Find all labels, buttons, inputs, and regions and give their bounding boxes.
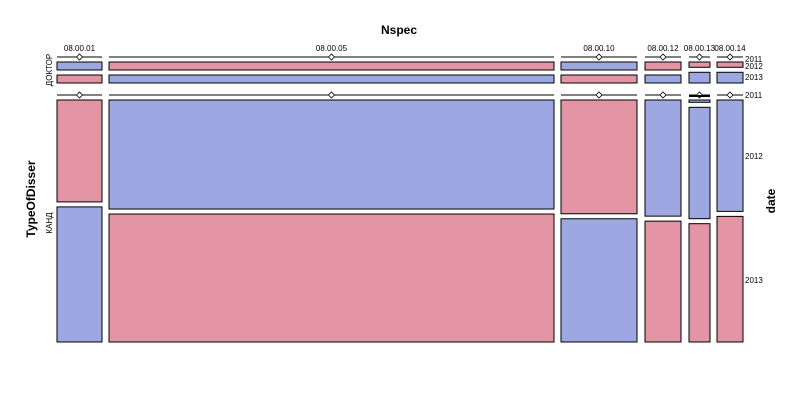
doctor-tile-08.00.12-2013 xyxy=(644,74,682,84)
doctor-tile-08.00.13-2012 xyxy=(688,61,711,68)
doctor-tile-08.00.10-2012 xyxy=(560,61,638,71)
kand-diamond-marker xyxy=(327,91,336,99)
category-label-08.00.10: 08.00.10 xyxy=(583,44,615,53)
kand-tile-08.00.05-2013 xyxy=(108,213,555,343)
doctor-tile-08.00.14-2013 xyxy=(716,71,744,84)
kand-tile-08.00.05-2012 xyxy=(108,99,555,210)
kand-tile-08.00.14-2013 xyxy=(716,215,744,343)
kand-tile-08.00.13-2012 xyxy=(688,106,711,220)
category-label-08.00.12: 08.00.12 xyxy=(647,44,679,53)
row-variable-label: TypeOfDisser xyxy=(24,160,38,237)
doctor-diamond-marker xyxy=(75,53,84,61)
row-label-kand: КАНД xyxy=(45,212,54,234)
kand-diamond-marker xyxy=(659,91,667,99)
doctor-diamond-marker xyxy=(695,53,704,61)
date-label-kand-2012: 2012 xyxy=(745,152,763,161)
date-label-kand-2011: 2011 xyxy=(745,91,763,100)
doctor-tile-08.00.13-2013 xyxy=(688,71,711,84)
kand-diamond-marker xyxy=(726,91,734,99)
shade-variable-label: date xyxy=(764,188,778,213)
category-label-08.00.14: 08.00.14 xyxy=(714,44,746,53)
kand-tile-08.00.12-2012 xyxy=(644,99,682,217)
category-label-08.00.01: 08.00.01 xyxy=(64,44,96,53)
date-label-doctor-2013: 2013 xyxy=(745,73,763,82)
mosaic-marks: 08.00.01 08.00.05 08.00.10 08.00.12 08.00.13… xyxy=(56,44,763,343)
category-label-08.00.05: 08.00.05 xyxy=(316,44,348,53)
kand-tile-08.00.10-2013 xyxy=(560,218,638,343)
doctor-tile-08.00.10-2013 xyxy=(560,74,638,84)
doctor-tile-08.00.01-2012 xyxy=(56,61,103,71)
doctor-tile-08.00.12-2012 xyxy=(644,61,682,71)
date-label-kand-2013: 2013 xyxy=(745,276,763,285)
date-label-doctor-2011: 2011 xyxy=(745,55,763,64)
kand-tile-08.00.01-2013 xyxy=(56,206,103,343)
category-label-08.00.13: 08.00.13 xyxy=(684,44,716,53)
doctor-tile-08.00.05-2012 xyxy=(108,61,555,71)
kand-tile-08.00.13-2011 xyxy=(688,99,711,103)
doctor-diamond-marker xyxy=(659,53,667,61)
doctor-diamond-marker xyxy=(327,53,336,61)
kand-tile-08.00.10-2012 xyxy=(560,99,638,215)
kand-tile-08.00.12-2013 xyxy=(644,220,682,343)
kand-diamond-marker xyxy=(595,91,603,99)
kand-tile-08.00.01-2012 xyxy=(56,99,103,203)
kand-tile-08.00.14-2012 xyxy=(716,99,744,212)
doctor-tile-08.00.01-2013 xyxy=(56,74,103,84)
kand-tile-08.00.13-2013 xyxy=(688,223,711,343)
doctor-tile-08.00.05-2013 xyxy=(108,74,555,84)
doctor-diamond-marker xyxy=(726,53,734,61)
row-label-doctor: ДОКТОР xyxy=(45,54,54,86)
chart-title: Nspec xyxy=(381,23,417,37)
date-label-doctor-2012: 2012 xyxy=(745,62,763,71)
doctor-diamond-marker xyxy=(595,53,603,61)
kand-diamond-marker xyxy=(75,91,84,99)
doctor-tile-08.00.14-2012 xyxy=(716,61,744,68)
